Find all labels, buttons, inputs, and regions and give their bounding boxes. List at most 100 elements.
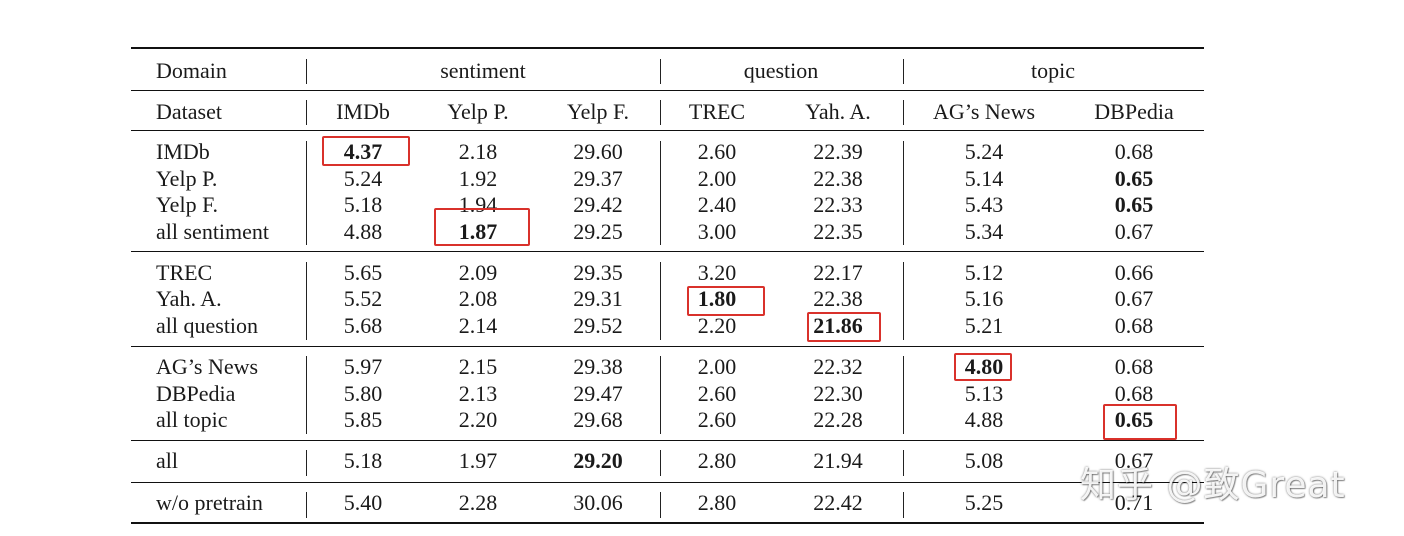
table-cell: 22.28 — [813, 407, 863, 432]
table-cell: 29.52 — [573, 313, 623, 338]
table-cell: 0.67 — [1114, 286, 1154, 311]
column-separator — [903, 262, 904, 340]
table-cell: 2.60 — [697, 139, 737, 164]
column-header: Yelp F. — [566, 99, 630, 124]
table-cell: 4.88 — [964, 407, 1004, 432]
watermark: 知乎 @致Great — [1080, 465, 1346, 506]
table-cell: 5.13 — [964, 381, 1004, 406]
table-cell: 5.08 — [964, 448, 1004, 473]
row-label: Yah. A. — [156, 286, 222, 311]
table-cell: 29.38 — [573, 354, 623, 379]
table-cell: 2.00 — [697, 354, 737, 379]
table-cell: 5.85 — [343, 407, 383, 432]
table-cell: 30.06 — [573, 490, 623, 515]
column-separator — [660, 450, 661, 476]
column-separator — [306, 450, 307, 476]
table-cell: 22.32 — [813, 354, 863, 379]
table-cell: 1.94 — [458, 192, 498, 217]
table-cell: 21.94 — [813, 448, 863, 473]
table-cell: 0.66 — [1114, 260, 1154, 285]
table-rule — [131, 47, 1204, 49]
table-cell: 2.20 — [458, 407, 498, 432]
table-cell: 5.25 — [964, 490, 1004, 515]
table-rule — [131, 251, 1204, 252]
table-cell: 5.24 — [343, 166, 383, 191]
column-separator — [306, 262, 307, 340]
table-cell: 29.35 — [573, 260, 623, 285]
column-header: AG’s News — [932, 99, 1036, 124]
table-cell: 5.12 — [964, 260, 1004, 285]
column-separator — [306, 492, 307, 518]
column-separator — [660, 59, 661, 84]
highlight-box — [322, 136, 410, 166]
row-label: all question — [156, 313, 259, 338]
highlight-box — [807, 312, 881, 342]
dataset-header: Dataset — [156, 99, 222, 124]
table-cell: 2.18 — [458, 139, 498, 164]
table-cell: 0.65 — [1114, 192, 1154, 217]
column-separator — [306, 141, 307, 245]
column-header: IMDb — [336, 99, 390, 124]
table-cell: 22.38 — [813, 286, 863, 311]
table-cell: 2.00 — [697, 166, 737, 191]
column-separator — [306, 356, 307, 434]
table-cell: 29.25 — [573, 219, 623, 244]
table-rule — [131, 130, 1204, 131]
table-cell: 0.68 — [1114, 381, 1154, 406]
highlight-box — [687, 286, 765, 316]
column-separator — [306, 100, 307, 125]
table-cell: 0.68 — [1114, 313, 1154, 338]
table-cell: 22.42 — [813, 490, 863, 515]
row-label: all topic — [156, 407, 228, 432]
row-label: Yelp P. — [156, 166, 218, 191]
table-cell: 1.97 — [458, 448, 498, 473]
table-cell: 21.86 — [813, 313, 863, 338]
table-cell: 0.65 — [1114, 407, 1154, 432]
table-cell: 22.39 — [813, 139, 863, 164]
table-cell: 2.09 — [458, 260, 498, 285]
column-separator — [660, 356, 661, 434]
table-cell: 2.40 — [697, 192, 737, 217]
table-cell: 5.80 — [343, 381, 383, 406]
table-cell: 1.87 — [458, 219, 498, 244]
row-label: w/o pretrain — [156, 490, 263, 515]
table-cell: 5.43 — [964, 192, 1004, 217]
table-cell: 29.20 — [573, 448, 623, 473]
table-cell: 5.16 — [964, 286, 1004, 311]
table-cell: 1.80 — [697, 286, 737, 311]
highlight-box — [434, 208, 530, 246]
table-cell: 5.14 — [964, 166, 1004, 191]
table-cell: 2.08 — [458, 286, 498, 311]
row-label: all — [156, 448, 178, 473]
table-cell: 22.35 — [813, 219, 863, 244]
table-cell: 29.68 — [573, 407, 623, 432]
table-cell: 0.67 — [1114, 448, 1154, 473]
table-cell: 0.68 — [1114, 139, 1154, 164]
table-cell: 29.47 — [573, 381, 623, 406]
column-separator — [660, 141, 661, 245]
table-cell: 0.71 — [1114, 490, 1154, 515]
column-separator — [660, 100, 661, 125]
column-header: Yelp P. — [447, 99, 509, 124]
table-cell: 5.68 — [343, 313, 383, 338]
table-rule — [131, 346, 1204, 347]
column-header: TREC — [688, 99, 746, 124]
table-rule — [131, 522, 1204, 524]
column-separator — [903, 356, 904, 434]
table-cell: 4.88 — [343, 219, 383, 244]
table-cell: 22.38 — [813, 166, 863, 191]
table-rule — [131, 482, 1204, 483]
row-label: Yelp F. — [156, 192, 219, 217]
domain-group-question: question — [743, 58, 819, 83]
table-cell: 22.33 — [813, 192, 863, 217]
table-rule — [131, 90, 1204, 91]
row-label: AG’s News — [156, 354, 259, 379]
table-cell: 5.40 — [343, 490, 383, 515]
domain-header: Domain — [156, 58, 227, 83]
table-cell: 2.80 — [697, 490, 737, 515]
row-label: TREC — [156, 260, 213, 285]
highlight-box — [1103, 404, 1177, 440]
table-cell: 29.37 — [573, 166, 623, 191]
column-header: DBPedia — [1094, 99, 1174, 124]
table-cell: 2.20 — [697, 313, 737, 338]
